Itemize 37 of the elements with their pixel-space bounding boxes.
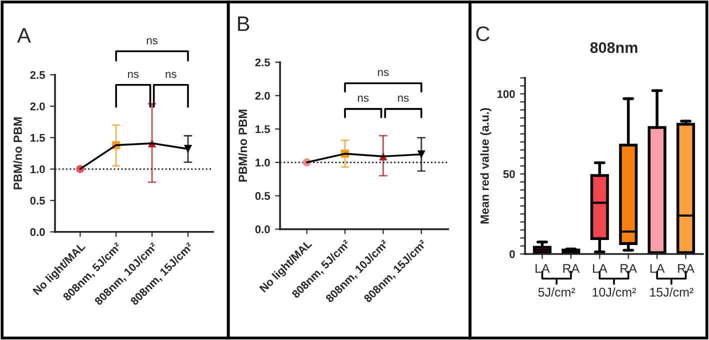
y-tick-label: 2.0 [30,102,45,110]
text: 5J/cm² [538,287,576,297]
annotation: ns [378,70,389,76]
x-tick-label: LA [593,264,608,273]
x-tick-label: LA [650,264,665,273]
annotation: ns [358,96,369,102]
y-tick-label: 0.0 [30,228,45,236]
y-tick-label: 50 [503,170,515,178]
y-axis-title: PBM/no PBM [238,110,248,182]
x-tick-label: RA [620,264,637,273]
annotation: ns [128,72,139,78]
text: 15J/cm² [650,287,694,297]
y-tick-label: 1.0 [256,158,270,167]
annotation: ns [398,96,409,102]
y-axis-title: PBM/no PBM [13,117,22,190]
text: B [238,16,250,31]
y-tick-label: 0.5 [255,192,270,200]
y-tick-label: 2.0 [255,92,270,100]
y-tick-label: 1.5 [30,134,45,142]
y-tick-label: 1.0 [30,165,45,174]
annotation: ns [166,72,176,78]
y-tick-label: 2.5 [255,58,270,66]
y-tick-label: 2.5 [30,71,45,79]
x-tick-label: RA [678,264,694,273]
y-tick-label: 1.5 [256,125,270,134]
text: A [17,28,31,42]
text: 10J/cm² [592,287,636,297]
y-axis-title: Mean red value (a.u.) [480,108,492,224]
y-tick-label: 0.0 [255,225,270,234]
chart-title: 808nm [590,42,638,54]
text: ns [146,38,158,44]
x-tick-label: RA [563,264,580,273]
y-tick-label: 100 [497,90,515,98]
y-tick-label: 0.5 [30,196,45,205]
text: C [476,26,490,42]
x-tick-label: LA [536,264,550,273]
y-tick-label: 0 [510,250,515,258]
